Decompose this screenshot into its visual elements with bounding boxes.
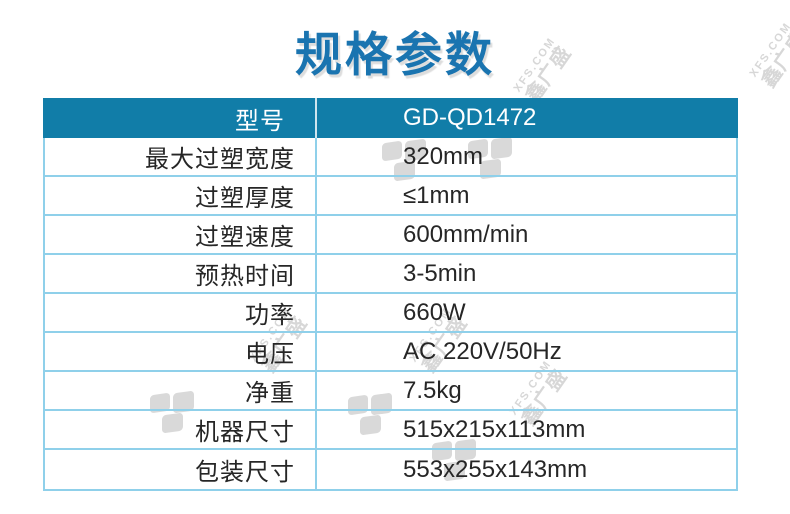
spec-label: 过塑速度 bbox=[45, 216, 317, 253]
table-row: 过塑厚度 ≤1mm bbox=[45, 177, 736, 216]
spec-table: 型号 GD-QD1472 最大过塑宽度 320mm 过塑厚度 ≤1mm 过塑速度… bbox=[43, 98, 738, 491]
table-row: 功率 660W bbox=[45, 294, 736, 333]
spec-value: 320mm bbox=[403, 142, 484, 170]
spec-label: 机器尺寸 bbox=[45, 411, 317, 448]
spec-label: 净重 bbox=[45, 372, 317, 409]
spec-value: ≤1mm bbox=[403, 181, 470, 209]
spec-label: 功率 bbox=[45, 294, 317, 331]
spec-value: AC 220V/50Hz bbox=[403, 337, 562, 365]
table-row: 预热时间 3-5min bbox=[45, 255, 736, 294]
page-title: 规格参数 bbox=[295, 28, 495, 81]
table-row: 机器尺寸 515x215x113mm bbox=[45, 411, 736, 450]
spec-value: 515x215x113mm bbox=[403, 415, 586, 443]
model-label: 型号 bbox=[43, 98, 317, 138]
table-row: 包装尺寸 553x255x143mm bbox=[45, 450, 736, 489]
spec-value: 7.5kg bbox=[403, 376, 462, 404]
spec-value: 3-5min bbox=[403, 259, 477, 287]
spec-label: 包装尺寸 bbox=[45, 450, 317, 489]
spec-label: 过塑厚度 bbox=[45, 177, 317, 214]
spec-label: 预热时间 bbox=[45, 255, 317, 292]
spec-value: 553x255x143mm bbox=[403, 455, 588, 483]
table-header-row: 型号 GD-QD1472 bbox=[43, 98, 738, 138]
spec-label: 最大过塑宽度 bbox=[45, 138, 317, 175]
model-value: GD-QD1472 bbox=[403, 104, 537, 131]
table-row: 最大过塑宽度 320mm bbox=[45, 138, 736, 177]
table-row: 净重 7.5kg bbox=[45, 372, 736, 411]
spec-value: 660W bbox=[403, 298, 466, 326]
spec-value: 600mm/min bbox=[403, 220, 529, 248]
table-row: 电压 AC 220V/50Hz bbox=[45, 333, 736, 372]
table-row: 过塑速度 600mm/min bbox=[45, 216, 736, 255]
spec-label: 电压 bbox=[45, 333, 317, 370]
